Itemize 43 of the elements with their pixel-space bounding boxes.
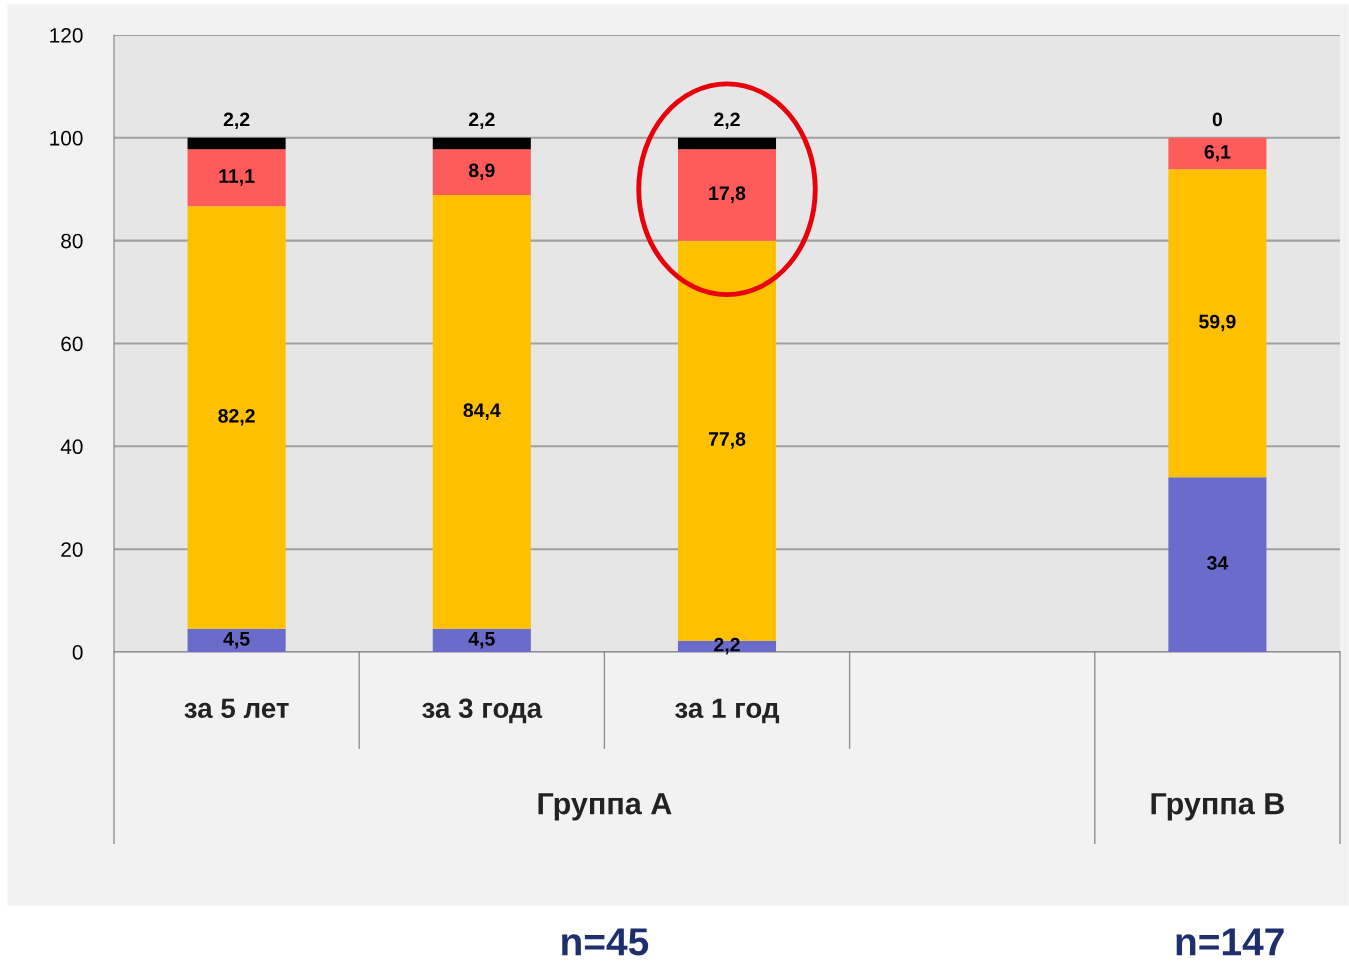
data-label: 11,1	[219, 169, 255, 186]
text: n=45	[562, 928, 649, 956]
data-label: 77,8	[708, 432, 746, 449]
bar	[677, 149, 777, 241]
bar	[432, 149, 531, 195]
y-tick-label: 40	[60, 439, 83, 455]
bar	[1168, 169, 1267, 478]
text: Группа В	[1151, 793, 1284, 821]
bar	[187, 628, 286, 652]
data-label: 4,5	[468, 632, 495, 649]
bar	[187, 206, 286, 629]
bar	[187, 137, 286, 150]
x-tick-label: за 5 лет	[184, 698, 289, 719]
bar	[187, 149, 286, 207]
text: Группа А	[538, 793, 672, 821]
bar	[432, 194, 531, 629]
data-label: 2,2	[714, 637, 740, 655]
x-tick-label: за 1 год	[675, 698, 780, 724]
bar	[1168, 137, 1267, 170]
data-label: 2,2	[468, 112, 495, 130]
data-label: 2,2	[714, 112, 740, 130]
bar	[432, 137, 531, 150]
data-label: 6,1	[1204, 144, 1231, 162]
bar	[1168, 477, 1267, 652]
data-label: 82,2	[218, 408, 255, 426]
y-tick-label: 60	[61, 336, 83, 352]
data-label: 8,9	[468, 163, 495, 181]
y-tick-label: 20	[61, 542, 83, 557]
data-label: 34	[1207, 556, 1229, 570]
data-label: 4,5	[223, 632, 250, 649]
data-label: 17,8	[709, 186, 746, 203]
data-label: 59,9	[1199, 314, 1236, 332]
data-label: 84,4	[463, 403, 501, 420]
y-tick-label: 120	[50, 28, 83, 43]
data-label: 2,2	[223, 112, 250, 130]
data-label: 0	[1212, 112, 1223, 127]
y-tick-label: 80	[61, 233, 83, 249]
bar	[432, 628, 531, 652]
x-tick-label: за 3 года	[422, 698, 543, 724]
bar	[677, 137, 777, 150]
y-tick-label: 100	[50, 130, 83, 146]
y-tick-label: 0	[72, 645, 83, 660]
text: n=147	[1176, 928, 1284, 956]
